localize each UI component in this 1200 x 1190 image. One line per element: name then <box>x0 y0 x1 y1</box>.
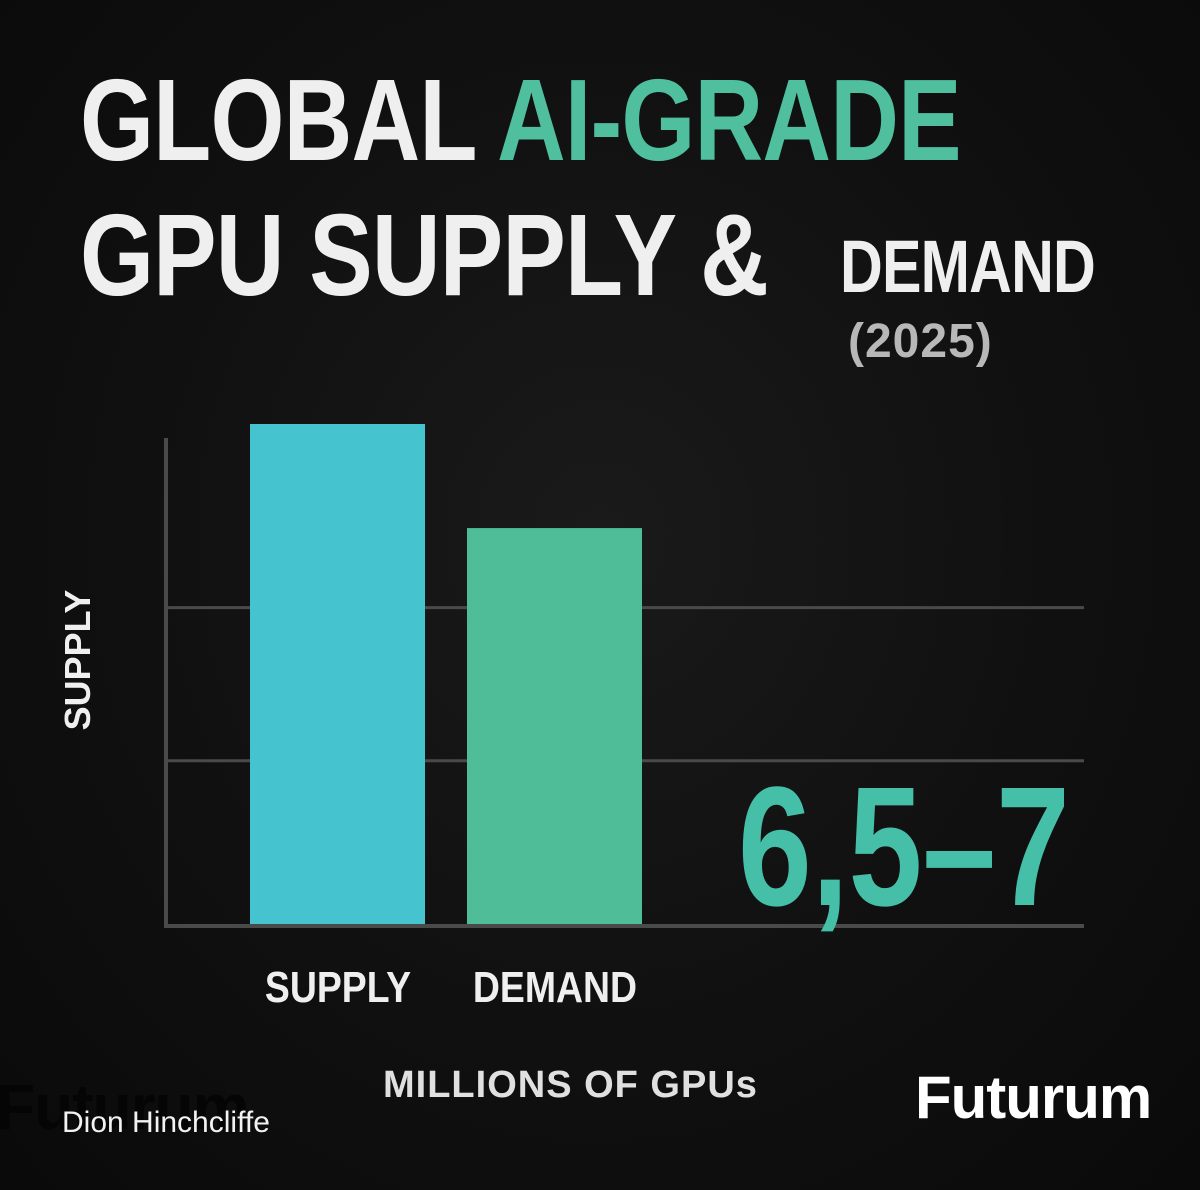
y-axis-label: SUPPLY <box>57 589 98 731</box>
x-tick-label-demand: DEMAND <box>472 963 637 1012</box>
title-global: GLOBAL <box>80 55 498 185</box>
brand-watermark: Futurum <box>0 1071 249 1143</box>
bar-demand <box>467 528 642 924</box>
title-demand: DEMAND <box>840 225 1096 308</box>
title-year: (2025) <box>848 315 993 368</box>
author-credit: Dion Hinchcliffe <box>62 1106 270 1139</box>
demand-range-annotation: 6,5–7 <box>738 752 1070 942</box>
brand-logo-text: Futurum <box>915 1064 1152 1131</box>
bar-supply <box>250 424 425 924</box>
title-ai-grade: AI-GRADE <box>497 55 962 185</box>
bars <box>250 424 642 924</box>
x-tick-label-supply: SUPPLY <box>264 963 411 1012</box>
x-axis-unit-label: MILLIONS OF GPUs <box>383 1064 758 1106</box>
chart-title: GLOBAL AI-GRADE GPU SUPPLY & <box>80 62 1154 313</box>
title-line-1: GLOBAL AI-GRADE <box>80 62 962 178</box>
title-line-2: GPU SUPPLY & <box>80 190 769 320</box>
